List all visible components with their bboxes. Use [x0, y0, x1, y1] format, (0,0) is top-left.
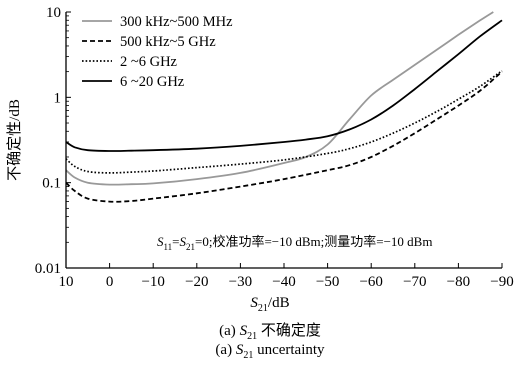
- x-axis-title: S21/dB: [250, 295, 289, 314]
- y-axis-title: 不确定性/dB: [6, 99, 23, 181]
- x-tick-label: −40: [272, 274, 295, 290]
- ticks-layer: 10 0 −10 −20 −30 −40 −50 −60 −70 −80 −90 0.01 0.1 1 10: [35, 5, 514, 290]
- x-axis-title-sub: 21: [258, 303, 268, 314]
- y-tick-label: 0.01: [35, 261, 61, 277]
- y-tick-label: 10: [46, 5, 61, 21]
- x-tick-label: −90: [490, 274, 513, 290]
- annotation-run-6: =0;校准功率=−10 dBm;测量功率=−10 dBm: [195, 234, 432, 249]
- caption-chinese: (a) S21 不确定度: [219, 322, 321, 342]
- x-tick-label: −50: [316, 274, 339, 290]
- legend-label-1: 300 kHz~500 MHz: [120, 14, 233, 30]
- legend-label-2: 500 kHz~5 GHz: [120, 34, 216, 50]
- annotation-run-5: 21: [186, 242, 195, 252]
- legend: 300 kHz~500 MHz 500 kHz~5 GHz 2 ~6 GHz 6 ~2…: [82, 14, 233, 90]
- legend-label-3: 2 ~6 GHz: [120, 54, 178, 70]
- annotation-run-2: 11: [164, 242, 173, 252]
- caption-en-var: S: [236, 342, 244, 358]
- caption-cn-sub: 21: [247, 331, 257, 342]
- x-tick-label: −70: [403, 274, 426, 290]
- caption-cn-rest: 不确定度: [257, 322, 321, 339]
- x-axis-title-unit: /dB: [268, 295, 290, 311]
- x-tick-label: −60: [359, 274, 382, 290]
- caption-cn-var: S: [240, 323, 248, 339]
- series-line-4: [65, 19, 503, 152]
- caption-english: (a) S21 uncertainty: [215, 342, 325, 361]
- x-tick-label: 10: [59, 274, 74, 290]
- caption-cn-prefix: (a): [219, 323, 239, 339]
- annotation-run-1: S: [157, 234, 164, 249]
- x-axis-title-var: S: [250, 295, 258, 311]
- caption-en-rest: uncertainty: [253, 342, 325, 358]
- series-line-2: [65, 70, 503, 203]
- series-line-1: [65, 11, 494, 186]
- series-line-3: [65, 70, 503, 174]
- annotation-run-3: =: [172, 234, 179, 249]
- measurement-conditions-annotation: S11=S21=0;校准功率=−10 dBm;测量功率=−10 dBm: [157, 234, 432, 252]
- y-tick-label: 0.1: [42, 176, 61, 192]
- legend-label-4: 6 ~20 GHz: [120, 74, 185, 90]
- x-tick-label: −10: [141, 274, 164, 290]
- series-layer: [65, 11, 503, 203]
- caption-en-prefix: (a): [215, 342, 235, 358]
- x-tick-label: −20: [185, 274, 208, 290]
- x-tick-label: −80: [447, 274, 470, 290]
- x-tick-label: −30: [229, 274, 252, 290]
- x-tick-label: 0: [106, 274, 114, 290]
- y-tick-label: 1: [54, 90, 62, 106]
- annotation-run-4: S: [180, 234, 187, 249]
- caption-en-sub: 21: [243, 350, 253, 361]
